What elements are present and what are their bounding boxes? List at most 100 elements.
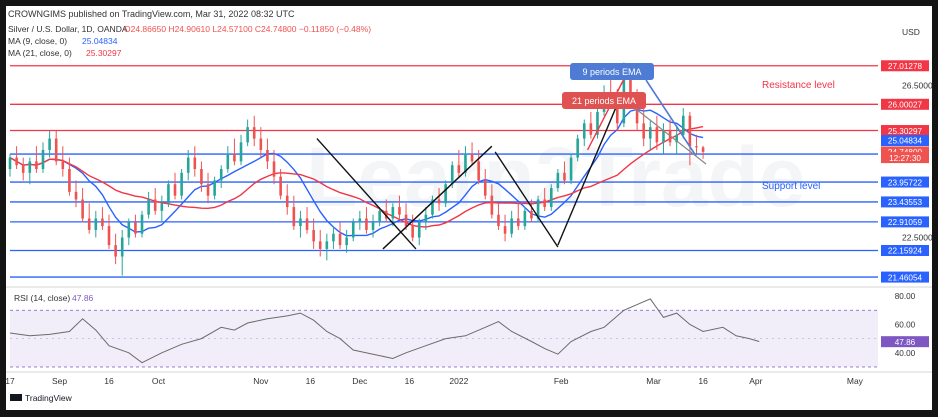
time-axis[interactable]: 17 Sep 16 Oct Nov 16 Dec 16 2022 Feb Mar 16 Apr May (6, 376, 864, 386)
candle-body-4 (35, 161, 38, 170)
candle-body-57 (384, 210, 388, 219)
rsi-tick-2: 40.00 (895, 349, 916, 358)
candle-body-26 (180, 172, 183, 196)
candle-body-16 (114, 245, 117, 257)
time-tick-13: May (847, 376, 864, 386)
time-tick-5: 16 (306, 376, 316, 386)
watermark: Learn2Trade (306, 130, 806, 224)
candle-body-42 (285, 195, 289, 208)
support-level-text: Support level (762, 181, 820, 192)
level-tag-7-bg (881, 244, 929, 256)
rsi-tick-1: 60.00 (895, 320, 916, 329)
candle-body-36 (246, 127, 249, 143)
candle-body-100 (668, 130, 672, 143)
candle-body-11 (81, 199, 84, 219)
candle-body-17 (120, 237, 124, 257)
candle-body-92 (615, 104, 619, 124)
level-tag-4-bg (881, 176, 929, 188)
candle-body-27 (186, 157, 190, 173)
rsi-current-tag-bg (881, 336, 929, 348)
candle-body-15 (107, 226, 111, 246)
candle-body-86 (576, 138, 579, 158)
candle-body-37 (252, 127, 256, 139)
candle-body-23 (160, 203, 164, 211)
candle-body-88 (589, 123, 593, 135)
price-tick-0: 26.50000 (902, 80, 932, 90)
ema21-callout-pointer (635, 108, 707, 165)
candle-body-56 (378, 210, 381, 223)
level-tag-6: 22.91059 (888, 218, 923, 227)
level-tag-7: 22.15924 (888, 247, 923, 256)
candle-body-40 (272, 161, 276, 177)
ma9-label: MA (9, close, 0) (8, 36, 67, 46)
candle-body-45 (305, 218, 309, 230)
annotations: Resistance level Support level 9 periods… (562, 63, 835, 192)
candle-body-28 (193, 157, 197, 170)
candle-body-50 (338, 233, 342, 246)
candle-body-98 (655, 127, 659, 143)
footer: TradingView (10, 393, 73, 403)
candle-body-103 (688, 115, 692, 147)
candle-body-10 (74, 191, 78, 200)
candle-body-24 (167, 184, 170, 204)
trendline-3 (557, 104, 618, 246)
candle-body-101 (675, 134, 678, 143)
price-tag-ma9: 25.04834 (888, 137, 923, 146)
rsi-tick-0: 80.00 (895, 292, 916, 301)
candle-body-30 (206, 184, 210, 196)
candle-body-25 (173, 184, 177, 196)
price-tag-ma21: 25.30297 (888, 127, 923, 136)
time-tick-9: Feb (554, 376, 569, 386)
ma21-label: MA (21, close, 0) (8, 48, 72, 58)
level-tag-0-bg (881, 60, 929, 72)
candle-body-80 (536, 199, 540, 219)
level-tag-1-bg (881, 98, 929, 110)
candle-body-19 (134, 222, 137, 234)
price-tick-1: 22.50000 (902, 233, 932, 243)
candle-body-13 (94, 218, 98, 230)
ohlc-values: O24.86650 H24.90610 L24.57100 C24.74800 … (124, 24, 371, 34)
candle-body-53 (358, 218, 362, 223)
price-chart[interactable]: CROWNGIMS published on TradingView.com, … (6, 6, 932, 410)
price-tag-countdown: 12:27:30 (889, 154, 921, 163)
level-tag-6-bg (881, 216, 929, 228)
tradingview-logo-icon (10, 394, 22, 401)
candle-body-75 (503, 226, 507, 234)
candle-body-84 (563, 172, 566, 181)
candle-body-47 (318, 241, 322, 249)
candle-body-72 (483, 180, 487, 196)
candle-body-41 (279, 176, 282, 196)
level-tag-0: 27.01278 (888, 62, 923, 71)
candle-body-12 (87, 218, 91, 230)
trendline-1 (382, 145, 493, 250)
candle-body-102 (681, 115, 685, 135)
level-tag-5-bg (881, 196, 929, 208)
candle-body-3 (28, 161, 32, 173)
candle-body-49 (332, 233, 335, 242)
candle-body-0 (8, 157, 12, 170)
candle-body-97 (648, 127, 652, 139)
candle-body-69 (464, 153, 467, 173)
rsi-label: RSI (14, close) (14, 293, 70, 303)
candle-body-67 (450, 165, 454, 185)
candle-body-7 (54, 138, 58, 162)
price-axis[interactable]: 26.5000022.5000027.0127826.0002725.31112… (881, 60, 932, 283)
level-tag-5: 23.43553 (888, 198, 923, 207)
rsi-current-tag: 47.86 (895, 338, 916, 347)
candle-body-89 (596, 111, 599, 135)
time-tick-6: Dec (352, 376, 368, 386)
candle-body-48 (325, 241, 329, 249)
candle-body-71 (477, 161, 480, 181)
candle-body-6 (48, 138, 51, 150)
candle-body-2 (21, 165, 25, 173)
candle-body-73 (490, 195, 494, 215)
chart-panel: CROWNGIMS published on TradingView.com, … (6, 6, 932, 410)
candle-body-1 (15, 157, 18, 166)
candle-body-14 (101, 218, 104, 227)
price-tag-last-bg (881, 146, 929, 158)
candle-body-21 (147, 199, 150, 215)
candle-body-5 (41, 149, 45, 170)
candle-body-8 (61, 161, 65, 170)
candle-body-63 (424, 214, 428, 223)
